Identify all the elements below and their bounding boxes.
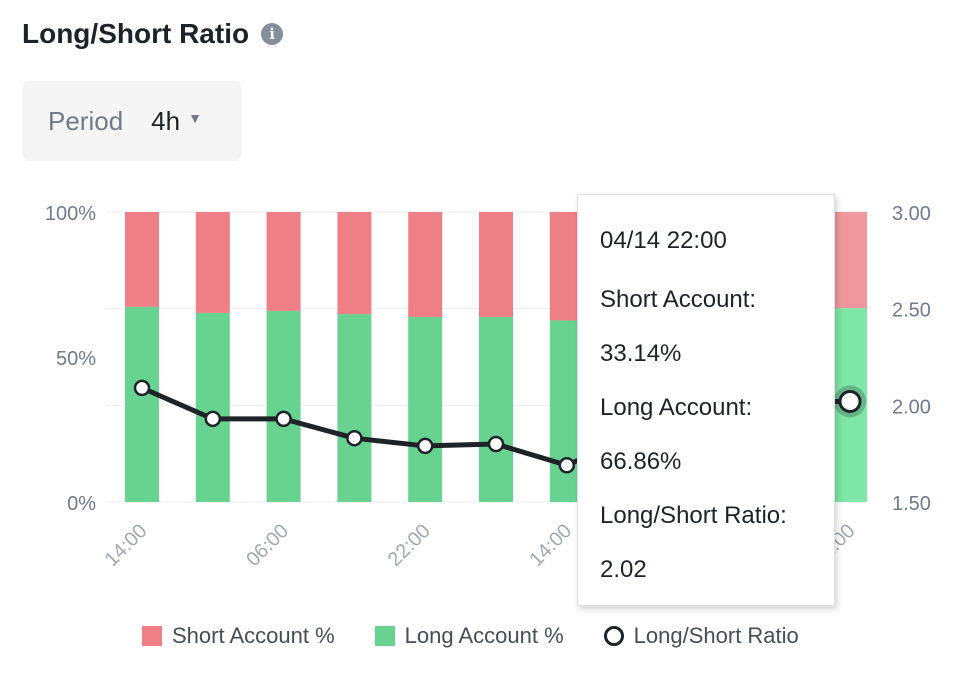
short-bar [479,212,513,317]
short-bar [833,212,867,309]
ratio-point [133,379,151,397]
short-bar [337,212,372,315]
tooltip-long-value: 66.86% [600,448,682,475]
short-bar [266,212,301,311]
long-bar [337,314,372,502]
page-title: Long/Short Ratio [22,18,250,49]
x-tick-label: 14:00 [101,520,152,571]
ratio-point [558,457,576,474]
y-left-tick-label: 100% [45,203,96,225]
chart-legend: Short Account % Long Account % Long/Shor… [142,616,839,656]
hover-tooltip: 04/14 22:00 Short Account: 33.14% Long A… [577,194,835,606]
tooltip-long-label: Long Account: [600,394,753,421]
ratio-point [416,437,434,455]
ratio-point [275,410,292,428]
y-right-tick-label: 3.00 [892,203,931,225]
tooltip-date: 04/14 22:00 [600,227,727,254]
period-value: 4h [151,105,181,136]
chart-header: Long/Short Ratio i [22,14,284,54]
tooltip-ratio-value: 2.02 [600,556,647,583]
ratio-point-active [838,389,862,413]
long-bar [125,306,159,502]
long-bar [408,316,443,502]
legend-marker-ratio [603,626,624,646]
x-tick-label: 06:00 [242,520,293,571]
legend-label-short: Short Account % [172,623,335,648]
period-selector[interactable]: Period 4h ▼ [22,81,242,161]
ratio-point [204,410,222,428]
legend-swatch-long [374,626,395,646]
ratio-point [487,435,505,453]
tooltip-ratio-label: Long/Short Ratio: [600,502,787,529]
legend-swatch-short [142,626,162,646]
y-left-tick-label: 50% [56,348,96,370]
long-bar [195,312,230,502]
info-icon[interactable]: i [261,23,284,45]
x-tick-label: 14:00 [525,520,576,571]
ratio-point [346,429,363,447]
y-right-tick-label: 2.50 [892,300,931,322]
short-bar [195,212,230,313]
long-bar [266,310,301,502]
legend-item-long[interactable]: Long Account % [374,623,564,649]
short-bar [125,212,159,307]
period-label: Period [48,105,124,136]
y-right-tick-label: 1.50 [892,493,931,515]
legend-label-long: Long Account % [404,623,564,648]
tooltip-short-value: 33.14% [600,340,682,367]
short-bar [408,212,443,317]
y-left-tick-label: 0% [67,493,96,515]
tooltip-short-label: Short Account: [600,286,757,313]
legend-label-ratio: Long/Short Ratio [633,623,799,648]
long-bar [479,316,513,502]
legend-item-ratio[interactable]: Long/Short Ratio [603,623,799,649]
caret-down-icon: ▼ [188,110,202,126]
x-tick-label: 22:00 [384,520,435,571]
y-right-tick-label: 2.00 [892,396,931,418]
legend-item-short[interactable]: Short Account % [142,623,335,649]
